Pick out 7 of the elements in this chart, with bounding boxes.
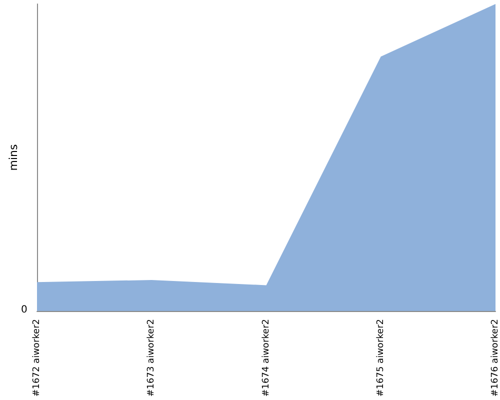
y-axis-title: mins bbox=[7, 144, 20, 171]
text: 0 bbox=[21, 304, 28, 316]
x-tick-label: #1676 aiworker2 bbox=[490, 319, 500, 397]
x-tick-label: #1674 aiworker2 bbox=[261, 319, 272, 397]
x-tick-label: #1675 aiworker2 bbox=[376, 319, 386, 397]
x-tick-label: #1673 aiworker2 bbox=[146, 319, 157, 397]
x-tick-label: #1672 aiworker2 bbox=[32, 319, 42, 397]
